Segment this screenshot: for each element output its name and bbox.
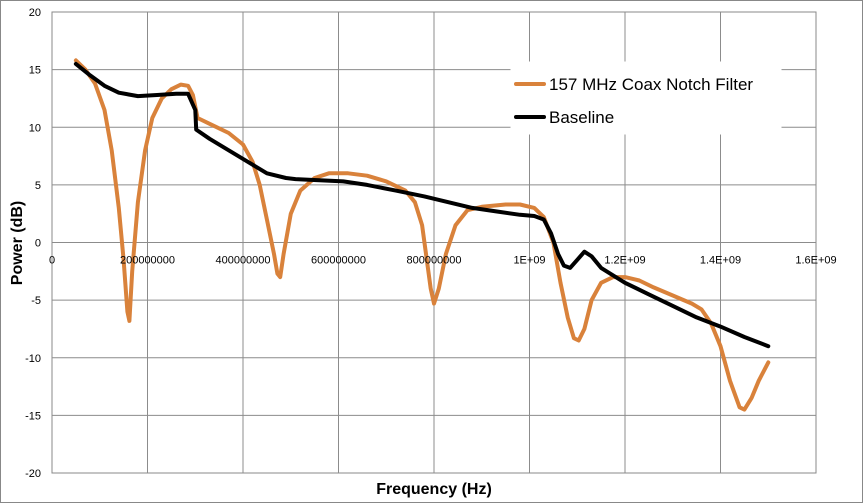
x-axis-title: Frequency (Hz) <box>376 481 492 498</box>
series-line-baseline <box>73 61 771 349</box>
y-tick-label: 15 <box>29 65 41 77</box>
x-tick-labels: 0 200000000 400000000 600000000 800000000 1E+… <box>49 255 837 267</box>
x-tick-label: 1.2E+09 <box>604 255 645 267</box>
x-tick-label: 1E+09 <box>513 255 545 267</box>
y-tick-label: -5 <box>31 295 41 307</box>
x-tick-label: 1.4E+09 <box>700 255 741 267</box>
y-tick-labels: 20 15 10 5 0 -5 -10 -15 -20 <box>25 7 41 480</box>
legend-label-baseline: Baseline <box>549 108 614 127</box>
y-tick-label: 0 <box>35 238 41 250</box>
y-tick-label: -10 <box>25 353 41 365</box>
x-tick-label: 600000000 <box>311 255 366 267</box>
x-tick-label: 400000000 <box>215 255 270 267</box>
x-tick-label: 0 <box>49 255 55 267</box>
legend: 157 MHz Coax Notch Filter Baseline <box>510 61 782 135</box>
legend-box <box>510 61 782 135</box>
y-tick-label: -15 <box>25 410 41 422</box>
x-tick-label: 1.6E+09 <box>795 255 836 267</box>
y-tick-label: -20 <box>25 468 41 480</box>
x-tick-label: 200000000 <box>120 255 175 267</box>
series-line-notch-filter <box>73 58 771 412</box>
y-axis-title: Power (dB) <box>9 201 26 285</box>
x-tick-label: 800000000 <box>406 255 461 267</box>
y-tick-label: 5 <box>35 180 41 192</box>
series-lines <box>73 58 771 412</box>
y-tick-label: 10 <box>29 122 41 134</box>
y-tick-label: 20 <box>29 7 41 19</box>
legend-label-notch-filter: 157 MHz Coax Notch Filter <box>549 75 753 94</box>
